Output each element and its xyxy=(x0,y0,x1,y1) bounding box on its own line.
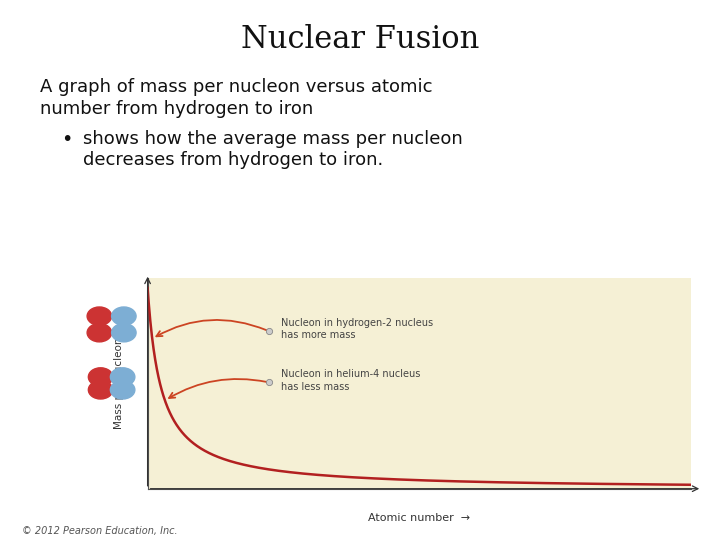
Text: Nuclear Fusion: Nuclear Fusion xyxy=(240,24,480,55)
Text: Atomic number  →: Atomic number → xyxy=(369,513,470,523)
Text: number from hydrogen to iron: number from hydrogen to iron xyxy=(40,100,313,118)
Text: Nucleon in hydrogen-2 nucleus
has more mass: Nucleon in hydrogen-2 nucleus has more m… xyxy=(281,318,433,341)
Text: •: • xyxy=(61,130,73,148)
Text: Mass per nucleon: Mass per nucleon xyxy=(114,338,124,429)
Text: Nucleon in helium-4 nucleus
has less mass: Nucleon in helium-4 nucleus has less mas… xyxy=(281,369,420,392)
Text: A graph of mass per nucleon versus atomic: A graph of mass per nucleon versus atomi… xyxy=(40,78,432,96)
Text: shows how the average mass per nucleon: shows how the average mass per nucleon xyxy=(83,130,462,147)
Text: © 2012 Pearson Education, Inc.: © 2012 Pearson Education, Inc. xyxy=(22,525,177,536)
Text: decreases from hydrogen to iron.: decreases from hydrogen to iron. xyxy=(83,151,383,169)
